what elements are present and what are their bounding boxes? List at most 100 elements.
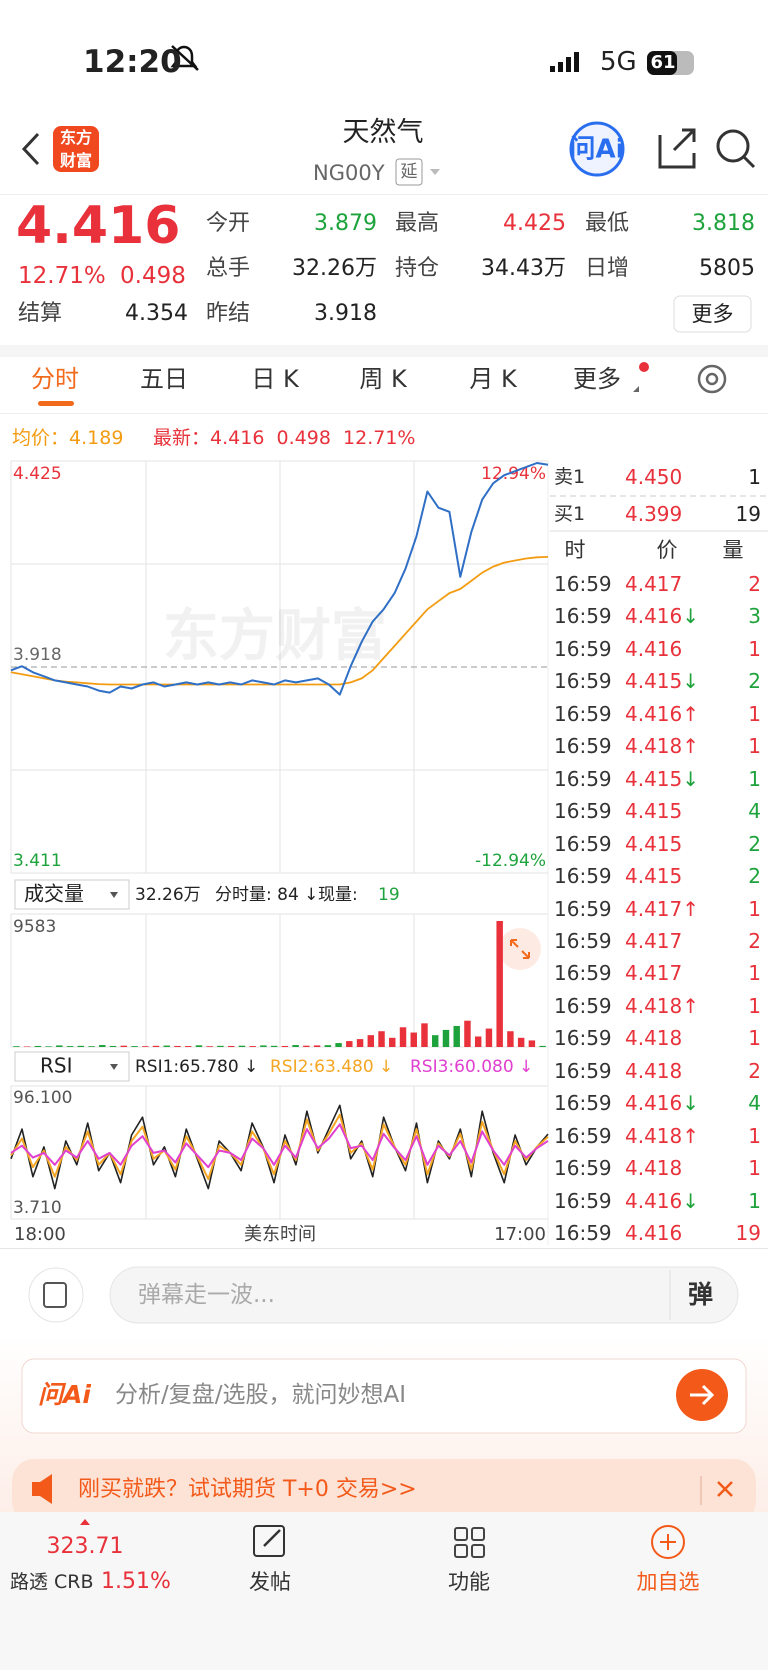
trade-qty: 2 bbox=[748, 572, 761, 596]
promo-bar[interactable] bbox=[12, 1459, 756, 1523]
trade-price: 4.415 bbox=[625, 830, 682, 858]
comment-list-button[interactable] bbox=[28, 1267, 84, 1323]
trade-qty: 1 bbox=[748, 1188, 761, 1213]
expand-button[interactable] bbox=[499, 928, 541, 970]
trade-time: 16:59 bbox=[554, 604, 612, 629]
comment-input[interactable] bbox=[109, 1266, 739, 1324]
volume-bar bbox=[45, 1046, 52, 1047]
trade-price-value: 4.418 bbox=[625, 734, 683, 759]
volume-bar bbox=[356, 1039, 364, 1047]
trade-arrow: ↑ bbox=[682, 993, 700, 1018]
ai-placeholder[interactable]: 分析/复盘/选股，就问妙想AI bbox=[115, 1382, 407, 1408]
danmaku-button[interactable]: 弹 bbox=[688, 1280, 714, 1309]
trade-arrow: ↑ bbox=[682, 734, 700, 759]
trade-price-value: 4.418 bbox=[625, 1156, 683, 1181]
volume-bar bbox=[174, 1045, 181, 1047]
trade-time: 16:59 bbox=[554, 1058, 612, 1083]
trade-qty: 2 bbox=[748, 928, 761, 953]
avg-line bbox=[10, 556, 549, 686]
ai-button[interactable] bbox=[569, 121, 625, 177]
tab[interactable]: 周 K bbox=[359, 365, 407, 393]
post-icon[interactable] bbox=[253, 1525, 285, 1557]
volume-bar bbox=[464, 1020, 471, 1047]
tab[interactable]: 分时 bbox=[31, 365, 79, 393]
trade-price-value: 4.418 bbox=[625, 1026, 683, 1051]
field-value: 34.43万 bbox=[481, 256, 566, 281]
comment-placeholder[interactable]: 弹幕走一波... bbox=[138, 1282, 275, 1308]
tab[interactable]: 更多 bbox=[573, 365, 621, 393]
back-button[interactable] bbox=[21, 132, 40, 166]
tab[interactable]: 日 K bbox=[251, 365, 299, 393]
trade-price-value: 4.417 bbox=[625, 896, 683, 921]
nav-item[interactable]: 发帖 bbox=[249, 1570, 291, 1594]
tab[interactable]: 月 K bbox=[469, 365, 517, 393]
volume-bar bbox=[313, 1045, 321, 1047]
trade-time: 16:59 bbox=[554, 766, 612, 791]
tab[interactable]: 五日 bbox=[140, 365, 188, 393]
settings-button[interactable] bbox=[697, 364, 727, 394]
volume-bar bbox=[367, 1035, 375, 1047]
ai-box[interactable] bbox=[21, 1358, 747, 1434]
index-change[interactable]: 1.51% bbox=[101, 1569, 171, 1594]
field-value: 3.918 bbox=[314, 301, 377, 326]
trade-price-value: 4.417 bbox=[625, 961, 683, 986]
book-qty: 19 bbox=[735, 502, 761, 526]
trade-qty: 1 bbox=[748, 1026, 761, 1051]
trade-price-value: 4.415 bbox=[625, 864, 683, 889]
trade-price-value: 4.416 bbox=[625, 1188, 683, 1213]
x-label: 17:00 bbox=[494, 1224, 546, 1245]
trade-qty: 1 bbox=[748, 734, 761, 759]
trade-qty: 19 bbox=[735, 1221, 761, 1245]
search-button[interactable] bbox=[716, 129, 750, 163]
volume-bar bbox=[23, 1046, 31, 1047]
trade-qty: 2 bbox=[748, 669, 761, 694]
trade-time: 16:59 bbox=[554, 701, 612, 726]
volume-bar bbox=[77, 1045, 85, 1047]
index-value[interactable]: 323.71 bbox=[46, 1534, 124, 1559]
volume-bar bbox=[292, 1045, 299, 1047]
logo-line: 东方 bbox=[59, 128, 92, 147]
share-button[interactable] bbox=[658, 128, 696, 169]
volume-bar bbox=[399, 1027, 407, 1047]
volume-selector[interactable] bbox=[14, 879, 130, 910]
close-icon[interactable] bbox=[717, 1481, 733, 1497]
trade-time: 16:59 bbox=[554, 961, 612, 986]
trade-price-value: 4.416 bbox=[625, 701, 683, 726]
trade-arrow: ↓ bbox=[682, 766, 700, 791]
volume-bar bbox=[324, 1045, 332, 1047]
volume-bar bbox=[474, 1036, 482, 1047]
field-label: 结算 bbox=[18, 301, 63, 326]
trade-time: 16:59 bbox=[554, 669, 612, 694]
volume-summary: 现量: bbox=[318, 885, 358, 905]
trade-time: 16:59 bbox=[554, 572, 612, 596]
trade-price-value: 4.418 bbox=[625, 993, 683, 1018]
volume-bar bbox=[389, 1037, 396, 1047]
more-button[interactable] bbox=[673, 295, 752, 333]
mute-icon bbox=[170, 45, 199, 71]
tab-caret bbox=[633, 386, 639, 392]
y-tick-label: 4.425 bbox=[13, 464, 62, 484]
trade-time: 16:59 bbox=[554, 1221, 612, 1245]
nav-item[interactable]: 功能 bbox=[448, 1570, 490, 1594]
rsi-selector[interactable] bbox=[14, 1051, 130, 1082]
watermark: 东方财富 bbox=[163, 604, 387, 669]
index-name[interactable]: 路透 CRB bbox=[10, 1571, 94, 1593]
battery-level bbox=[647, 51, 677, 75]
nav-item[interactable]: 加自选 bbox=[636, 1570, 700, 1594]
book-price: 4.399 bbox=[625, 502, 683, 526]
price-line bbox=[10, 462, 549, 696]
volume-bar bbox=[13, 1046, 20, 1047]
logo[interactable] bbox=[53, 126, 99, 172]
function-icon[interactable] bbox=[454, 1527, 485, 1558]
promo-text[interactable]: 刚买就跌？试试期货 T+0 交易>> bbox=[78, 1477, 417, 1502]
section-gap bbox=[0, 345, 768, 357]
add-icon[interactable] bbox=[651, 1525, 685, 1559]
avg-label-text: 均价： bbox=[12, 427, 70, 449]
y-tick-label: 3.411 bbox=[13, 851, 62, 871]
search-handle bbox=[742, 155, 756, 169]
volume-bar bbox=[120, 1045, 127, 1047]
selector-caret bbox=[110, 892, 118, 898]
more-button-label[interactable]: 更多 bbox=[691, 302, 734, 326]
comment-icon bbox=[43, 1282, 67, 1308]
